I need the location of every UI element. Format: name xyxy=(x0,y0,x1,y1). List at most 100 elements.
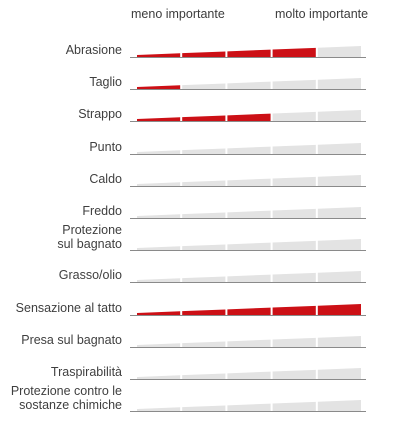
bar-segment-empty xyxy=(137,375,181,379)
bar-segment-filled xyxy=(317,303,361,315)
row-divider xyxy=(130,411,366,413)
bar-segment-empty xyxy=(227,178,271,186)
row-divider xyxy=(130,314,366,316)
bar-segment-empty xyxy=(182,405,226,412)
rating-row: Freddo xyxy=(0,191,410,221)
legend-high-label: molto importante xyxy=(275,7,369,21)
importance-bar-graphic xyxy=(137,400,361,412)
importance-bar xyxy=(137,138,361,154)
bar-segment-empty xyxy=(227,403,271,412)
rating-row: Punto xyxy=(0,127,410,157)
bar-segment-empty xyxy=(137,343,181,347)
importance-bar xyxy=(137,331,361,347)
bar-segment-filled xyxy=(137,85,181,90)
bar-segment-empty xyxy=(182,373,226,379)
rating-row: Caldo xyxy=(0,159,410,189)
importance-bar-graphic xyxy=(137,239,361,251)
rating-row: Strappo xyxy=(0,94,410,124)
importance-bar-graphic xyxy=(137,78,361,90)
bar-segment-filled xyxy=(227,307,271,315)
row-divider xyxy=(130,185,366,187)
bar-segment-empty xyxy=(137,182,181,186)
bar-segment-filled xyxy=(182,115,226,122)
bar-segment-empty xyxy=(227,242,271,251)
importance-bar xyxy=(137,299,361,315)
importance-bar xyxy=(137,170,361,186)
bar-segment-empty xyxy=(317,110,361,122)
rating-row: Sensazione al tatto xyxy=(0,288,410,318)
rating-label: Punto xyxy=(89,139,122,154)
rating-row: Traspirabilità xyxy=(0,352,410,382)
bar-segment-filled xyxy=(227,114,271,122)
bar-segment-empty xyxy=(317,335,361,347)
bar-segment-filled xyxy=(137,53,181,57)
bar-segment-empty xyxy=(272,144,316,154)
rating-label: Freddo xyxy=(82,204,122,218)
rating-row: Protezione sul bagnato xyxy=(0,223,410,253)
bar-segment-empty xyxy=(137,246,181,251)
bar-segment-empty xyxy=(227,146,271,154)
row-divider xyxy=(130,57,366,58)
row-divider xyxy=(130,89,366,91)
importance-bar-graphic xyxy=(137,335,361,347)
bar-segment-filled xyxy=(137,117,181,122)
rating-label: Caldo xyxy=(89,171,122,186)
bar-segment-empty xyxy=(317,400,361,412)
row-divider xyxy=(130,153,366,155)
importance-bar xyxy=(137,73,361,90)
importance-bar xyxy=(137,395,361,412)
row-divider xyxy=(130,379,366,380)
importance-bar-graphic xyxy=(137,271,361,283)
bar-segment-empty xyxy=(317,142,361,154)
importance-bar xyxy=(137,266,361,283)
bar-segment-empty xyxy=(272,112,316,122)
bar-segment-empty xyxy=(227,339,271,347)
bar-segment-empty xyxy=(272,402,316,412)
row-divider xyxy=(130,218,366,219)
bar-segment-empty xyxy=(182,180,226,186)
row-divider xyxy=(130,346,366,348)
importance-bar xyxy=(137,41,361,57)
bar-segment-empty xyxy=(227,210,271,218)
bar-segment-empty xyxy=(182,341,226,347)
rating-label: Taglio xyxy=(89,75,122,90)
bar-segment-empty xyxy=(317,46,361,57)
row-divider xyxy=(130,121,366,123)
bar-segment-empty xyxy=(317,78,361,90)
bar-segment-empty xyxy=(137,407,181,412)
legend-low-label: meno importante xyxy=(131,7,225,21)
importance-bar-graphic xyxy=(137,303,361,315)
rating-row: Presa sul bagnato xyxy=(0,320,410,350)
bar-segment-empty xyxy=(272,208,316,218)
importance-bar xyxy=(137,202,361,218)
bar-segment-empty xyxy=(272,337,316,347)
bar-segment-empty xyxy=(227,371,271,379)
bar-segment-empty xyxy=(272,241,316,251)
rating-label: Abrasione xyxy=(65,43,122,57)
bar-segment-empty xyxy=(137,214,181,218)
rating-row: Abrasione xyxy=(0,30,410,60)
bar-segment-empty xyxy=(182,212,226,218)
rating-label: Strappo xyxy=(78,107,122,122)
bar-segment-empty xyxy=(182,276,226,283)
bar-segment-filled xyxy=(137,310,181,315)
bar-segment-empty xyxy=(317,207,361,218)
importance-bar xyxy=(137,363,361,379)
rating-label: Traspirabilità xyxy=(50,365,122,379)
importance-bar-graphic xyxy=(137,110,361,122)
rating-label: Presa sul bagnato xyxy=(21,332,122,347)
bar-segment-empty xyxy=(317,239,361,251)
bar-segment-empty xyxy=(272,273,316,283)
bar-segment-filled xyxy=(182,309,226,315)
bar-segment-filled xyxy=(182,51,226,57)
rating-label: Sensazione al tatto xyxy=(15,300,122,315)
bar-segment-empty xyxy=(317,271,361,283)
row-divider xyxy=(130,282,366,284)
bar-segment-empty xyxy=(317,368,361,379)
rating-label: Protezione contro le sostanze chimiche xyxy=(10,384,122,413)
bar-segment-empty xyxy=(227,275,271,283)
bar-segment-empty xyxy=(182,83,226,90)
importance-bar-graphic xyxy=(137,174,361,186)
bar-segment-filled xyxy=(227,49,271,57)
importance-bar-graphic xyxy=(137,207,361,218)
